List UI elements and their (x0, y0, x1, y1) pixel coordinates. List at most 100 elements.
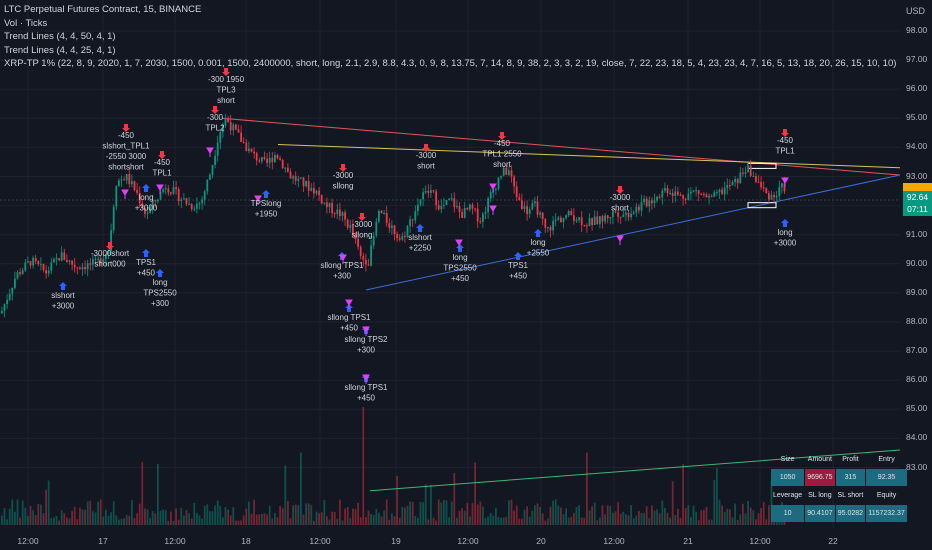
candle-body (92, 259, 94, 265)
candle-body (391, 225, 393, 228)
trade-label-line: TPL2 (205, 124, 225, 133)
symbol-title[interactable]: LTC Perpetual Futures Contract, 15, BINA… (4, 4, 202, 15)
volume-bar (201, 518, 203, 525)
candle-body (700, 193, 703, 195)
candle-body (658, 196, 661, 198)
volume-bar (40, 504, 42, 525)
candle-body (167, 188, 170, 193)
volume-bar (575, 506, 578, 525)
candle-body (45, 270, 47, 274)
candle-body (216, 142, 219, 156)
volume-bar (666, 512, 669, 525)
volume-bar (162, 509, 164, 525)
candle-body (60, 252, 63, 261)
candle-body (229, 122, 232, 131)
legend-volume[interactable]: Vol · Ticks (4, 17, 48, 29)
volume-bar (630, 505, 632, 525)
volume-bar (406, 505, 409, 525)
trade-label: sllong TPS2 +300 (345, 335, 389, 355)
volume-bar (339, 499, 341, 525)
candle-body (731, 181, 734, 186)
candle-body (211, 164, 214, 175)
trade-label-line: TPSlong (251, 199, 282, 208)
volume-bar (261, 514, 263, 525)
candle-body (515, 186, 518, 198)
candle-body (235, 124, 237, 130)
candle-body (365, 259, 367, 265)
candle-body (554, 219, 557, 221)
candle-body (401, 236, 404, 240)
trade-label-line: TPS2550 (443, 264, 477, 273)
candle-body (292, 176, 294, 179)
candle-body (495, 188, 497, 190)
candle-body (1, 310, 3, 314)
volume-bar (734, 503, 736, 525)
candle-body (328, 202, 331, 208)
amount-value: 9696.75 (805, 469, 835, 486)
candle-body (172, 187, 175, 194)
candle-body (99, 258, 102, 263)
candle-body (94, 259, 97, 261)
candle-body (294, 176, 297, 181)
legend-strategy[interactable]: XRP-TP 1% (22, 8, 9, 2020, 1, 7, 2030, 1… (4, 58, 897, 70)
volume-bar (565, 508, 567, 525)
candle-body (71, 260, 73, 265)
volume-bar (175, 508, 177, 525)
candle-body (326, 202, 328, 208)
volume-bar (50, 518, 53, 525)
trade-label-line: +450 (137, 269, 156, 278)
candle-body (11, 287, 14, 294)
volume-bar (466, 502, 469, 525)
price-tick-label: 97.00 (906, 54, 928, 65)
candle-body (531, 203, 534, 210)
volume-bar (66, 517, 68, 525)
volume-bar (495, 507, 497, 525)
legend-trend-lines-1[interactable]: Trend Lines (4, 4, 50, 4, 1) (4, 31, 116, 43)
volume-bar (357, 502, 359, 525)
candle-body (297, 178, 300, 181)
trade-label: -3000 short (610, 193, 631, 213)
last-price-tag: 92.64 07:11 (903, 191, 932, 216)
candle-body (188, 203, 190, 205)
candle-body (380, 210, 383, 214)
legend-trend-lines-2[interactable]: Trend Lines (4, 4, 25, 4, 1) (4, 44, 116, 56)
candle-body (476, 208, 479, 222)
volume-bar (1, 515, 3, 525)
volume-bar (736, 519, 739, 525)
candle-body (445, 200, 448, 205)
time-tick-label: 12:00 (309, 536, 331, 546)
volume-bar (461, 508, 463, 525)
candle-body (146, 213, 149, 215)
candle-body (622, 214, 625, 217)
volume-bar (300, 452, 302, 525)
trade-label-line: +3000 (52, 302, 75, 311)
volume-bar (79, 507, 81, 525)
candle-body (209, 174, 211, 180)
volume-bar (362, 407, 365, 525)
trade-label: long +2550 (527, 238, 550, 258)
trade-label: TPS1 +450 (136, 258, 157, 278)
candle-body (768, 193, 770, 200)
volume-bar (435, 520, 437, 525)
volume-bar (14, 511, 16, 525)
candle-body (773, 194, 775, 198)
volume-bar (684, 508, 687, 525)
candle-body (661, 190, 664, 198)
currency-label[interactable]: USD (906, 6, 926, 16)
volume-bar (453, 473, 456, 525)
candle-body (24, 262, 27, 271)
candle-body (705, 194, 708, 198)
trade-label-line: TPL3 (216, 86, 236, 95)
volume-bar (37, 504, 40, 525)
volume-bar (196, 513, 198, 525)
candle-body (190, 203, 193, 209)
volume-bar (664, 507, 666, 525)
candle-body (427, 190, 430, 193)
trade-label-line: -450 (154, 158, 171, 167)
candle-body (47, 270, 50, 274)
volume-bar (323, 500, 326, 525)
volume-bar (638, 511, 640, 525)
volume-bar (94, 512, 97, 525)
